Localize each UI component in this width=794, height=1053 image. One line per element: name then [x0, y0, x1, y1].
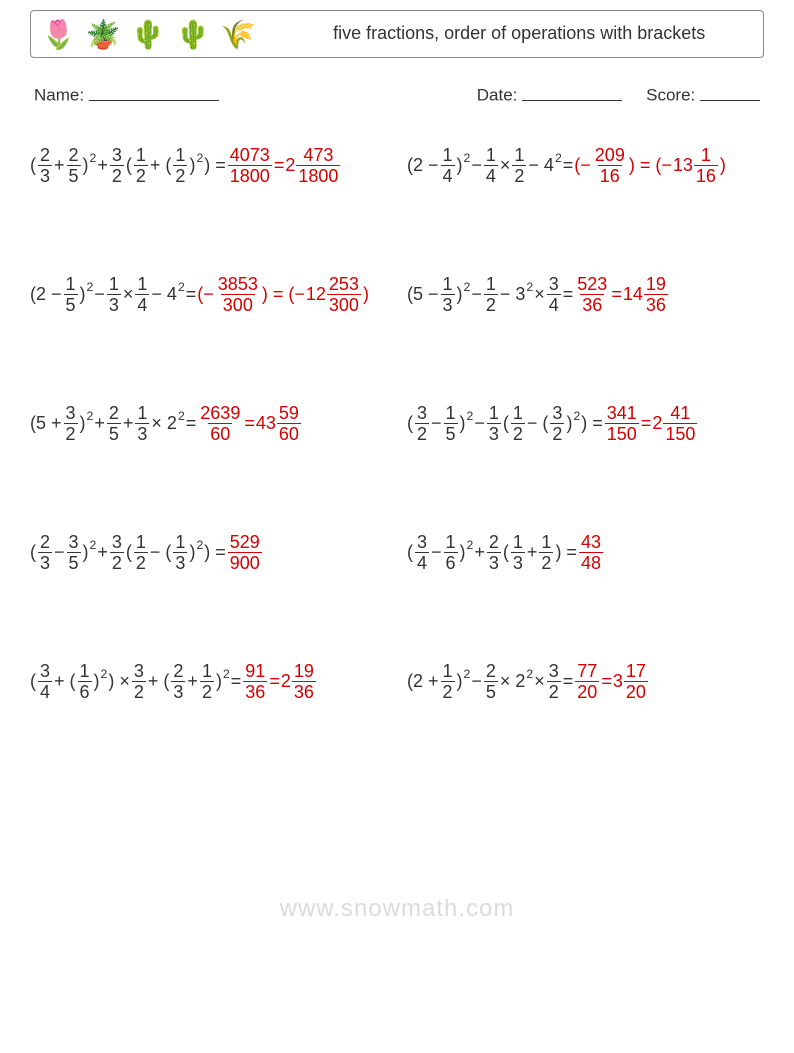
math-expression: (34 + (16)2) × 32 + (23 + 12)2 = 9136 = … [30, 662, 317, 701]
score-field: Score: [646, 82, 760, 106]
plant-icon: 🌵 [131, 18, 166, 51]
problem-cell: (23 + 25)2 + 32(12 + (12)2) = 40731800 =… [30, 146, 387, 185]
problem-cell: (32 − 15)2 − 13(12 − (32)2) = 341150 = 2… [407, 404, 764, 443]
math-expression: (34 − 16)2 + 23(13 + 12) = 4348 [407, 533, 604, 572]
problem-cell: (34 + (16)2) × 32 + (23 + 12)2 = 9136 = … [30, 662, 387, 701]
math-expression: (23 − 35)2 + 32(12 − (13)2) = 529900 [30, 533, 263, 572]
header-bar: 🌷 🪴 🌵 🌵 🌾 five fractions, order of opera… [30, 10, 764, 58]
problem-cell: (2 − 15)2 − 13 × 14 − 42 = (−3853300) = … [30, 275, 387, 314]
problem-row: (34 + (16)2) × 32 + (23 + 12)2 = 9136 = … [30, 662, 764, 701]
problems-grid: (23 + 25)2 + 32(12 + (12)2) = 40731800 =… [30, 146, 764, 701]
plant-icon: 🪴 [86, 18, 121, 51]
problem-row: (23 + 25)2 + 32(12 + (12)2) = 40731800 =… [30, 146, 764, 185]
watermark: www.snowmath.com [0, 895, 794, 923]
math-expression: (2 − 15)2 − 13 × 14 − 42 = (−3853300) = … [30, 275, 369, 314]
name-blank[interactable] [89, 82, 219, 101]
problem-cell: (2 − 14)2 − 14 × 12 − 42 = (−20916) = (−… [407, 146, 764, 185]
problem-row: (2 − 15)2 − 13 × 14 − 42 = (−3853300) = … [30, 275, 764, 314]
problem-row: (5 + 32)2 + 25 + 13 × 22 = 263960 = 4359… [30, 404, 764, 443]
score-label: Score: [646, 86, 695, 105]
worksheet-page: 🌷 🪴 🌵 🌵 🌾 five fractions, order of opera… [0, 0, 794, 1053]
math-expression: (2 + 12)2 − 25 × 22 × 32 = 7720 = 31720 [407, 662, 649, 701]
problem-row: (23 − 35)2 + 32(12 − (13)2) = 529900 (34 … [30, 533, 764, 572]
math-expression: (23 + 25)2 + 32(12 + (12)2) = 40731800 =… [30, 146, 341, 185]
info-line: Name: Date: Score: [30, 82, 764, 106]
plant-icon: 🌵 [176, 18, 211, 51]
worksheet-title: five fractions, order of operations with… [255, 23, 753, 45]
date-field: Date: [477, 82, 622, 106]
problem-cell: (34 − 16)2 + 23(13 + 12) = 4348 [407, 533, 764, 572]
math-expression: (5 − 13)2 − 12 − 32 × 34 = 52336 = 14193… [407, 275, 669, 314]
math-expression: (32 − 15)2 − 13(12 − (32)2) = 341150 = 2… [407, 404, 698, 443]
problem-cell: (5 − 13)2 − 12 − 32 × 34 = 52336 = 14193… [407, 275, 764, 314]
math-expression: (2 − 14)2 − 14 × 12 − 42 = (−20916) = (−… [407, 146, 726, 185]
plant-icon: 🌾 [221, 18, 256, 51]
plant-icon: 🌷 [41, 18, 76, 51]
header-icons: 🌷 🪴 🌵 🌵 🌾 [41, 18, 255, 51]
date-blank[interactable] [522, 82, 622, 101]
name-field: Name: [34, 82, 477, 106]
math-expression: (5 + 32)2 + 25 + 13 × 22 = 263960 = 4359… [30, 404, 302, 443]
problem-cell: (2 + 12)2 − 25 × 22 × 32 = 7720 = 31720 [407, 662, 764, 701]
problem-cell: (5 + 32)2 + 25 + 13 × 22 = 263960 = 4359… [30, 404, 387, 443]
score-blank[interactable] [700, 82, 760, 101]
name-label: Name: [34, 86, 84, 105]
date-label: Date: [477, 86, 518, 105]
problem-cell: (23 − 35)2 + 32(12 − (13)2) = 529900 [30, 533, 387, 572]
